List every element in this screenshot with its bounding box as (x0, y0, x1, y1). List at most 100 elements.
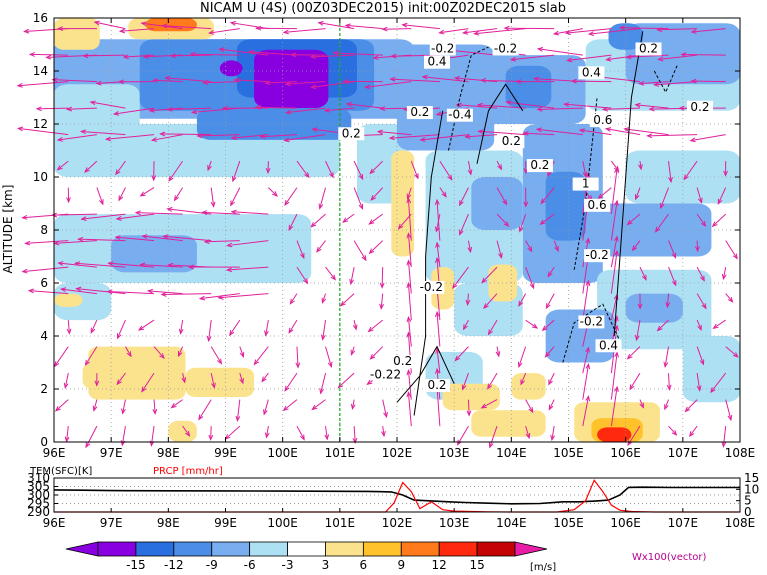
arrow-head (206, 335, 212, 343)
arrow-shaft (668, 240, 677, 258)
arrow-head (528, 407, 534, 414)
arrow-shaft (284, 134, 326, 142)
arrow-head (476, 102, 483, 108)
wind-vector (518, 293, 527, 307)
shaded-patch (168, 420, 197, 442)
arrow-head (488, 442, 494, 449)
shaded-patch (185, 367, 255, 397)
arrow-shaft (265, 320, 269, 336)
wind-vector (626, 346, 641, 360)
arrow-head (159, 131, 166, 137)
wind-vector (541, 319, 555, 332)
arrow-shaft (338, 372, 355, 388)
arrow-shaft (125, 346, 132, 357)
arrow-head (99, 199, 104, 206)
arrow-shaft (266, 426, 269, 438)
arrow-head (441, 191, 447, 198)
arrow-shaft (582, 396, 589, 427)
arrow-shaft (639, 81, 669, 85)
wind-vector (464, 134, 498, 139)
arrow-head (406, 193, 412, 200)
arrow-shaft (506, 101, 555, 109)
arrow-head (218, 47, 225, 53)
shaded-patch (608, 23, 643, 50)
arrow-shaft (30, 53, 69, 56)
wind-vector (189, 51, 240, 57)
arrow-head (683, 174, 689, 181)
contour-label-bg (584, 198, 611, 212)
wind-vector (161, 23, 212, 30)
arrow-shaft (547, 266, 555, 277)
arrow-shaft (167, 107, 212, 111)
arrow-shaft (551, 426, 555, 440)
arrow-head (367, 326, 374, 333)
arrow-shaft (174, 187, 184, 201)
arrow-shaft (236, 399, 241, 421)
arrow-head (515, 79, 522, 84)
arrow-shaft (284, 372, 298, 391)
contour-label: 0.2 (342, 126, 361, 140)
arrow-shaft (439, 187, 447, 197)
arrow-head (379, 303, 385, 310)
shaded-patch (219, 60, 243, 77)
arrow-head (152, 408, 158, 416)
wind-vector (284, 372, 298, 392)
wind-vector (696, 373, 702, 392)
arrow-shaft (725, 399, 732, 421)
arrow-shaft (467, 293, 469, 305)
arrow-head (272, 191, 278, 197)
arrow-head (668, 176, 673, 184)
arrow-head (94, 380, 100, 387)
arrow-head (419, 137, 426, 142)
wind-vector (634, 102, 669, 109)
colorbar-swatch (400, 541, 440, 557)
wind-vector (248, 49, 297, 56)
contour-label-bg (578, 66, 605, 80)
wind-vector (638, 161, 643, 171)
y-tick-label: 12 (33, 117, 48, 131)
arrow-head (259, 134, 266, 139)
arrow-shaft (36, 107, 69, 110)
arrow-head (654, 226, 661, 233)
wind-vector (254, 104, 297, 110)
wind-vector (261, 372, 269, 383)
arrow-shaft (658, 54, 698, 60)
wind-vector (382, 399, 388, 419)
arrow-head (159, 353, 165, 360)
arrow-shaft (231, 134, 269, 139)
arrow-shaft (390, 78, 440, 83)
arrow-shaft (540, 187, 555, 204)
arrow-shaft (710, 372, 727, 393)
arrow-shaft (165, 77, 212, 83)
arrow-head (173, 195, 179, 202)
x-tick-label: 107E (668, 446, 699, 460)
wind-vector (696, 213, 707, 227)
wind-vector (625, 54, 669, 60)
wind-vector (525, 425, 531, 440)
arrow-head (198, 295, 206, 301)
arrow-head (614, 351, 619, 358)
arrow-head (264, 80, 271, 86)
wind-vector (684, 399, 698, 413)
arrow-shaft (382, 426, 385, 437)
arrow-head (207, 30, 215, 35)
arrow-shaft (459, 187, 469, 206)
arrow-shaft (380, 293, 384, 309)
arrow-shaft (90, 101, 126, 109)
wind-vector (146, 288, 183, 295)
wind-vector (93, 20, 126, 30)
contour-label: 0.6 (593, 113, 612, 127)
arrow-head (84, 167, 90, 173)
wind-vector (230, 209, 269, 215)
arrow-head (358, 173, 364, 181)
arrow-shaft (632, 240, 641, 251)
arrow-shaft (410, 160, 419, 179)
wind-vector (353, 240, 367, 262)
arrow-shaft (52, 213, 97, 216)
arrow-shaft (553, 240, 559, 252)
arrow-head (666, 384, 672, 391)
arrow-shaft (202, 211, 240, 215)
arrow-head (435, 347, 440, 354)
arrow-head (585, 362, 591, 370)
arrow-head (699, 359, 705, 366)
